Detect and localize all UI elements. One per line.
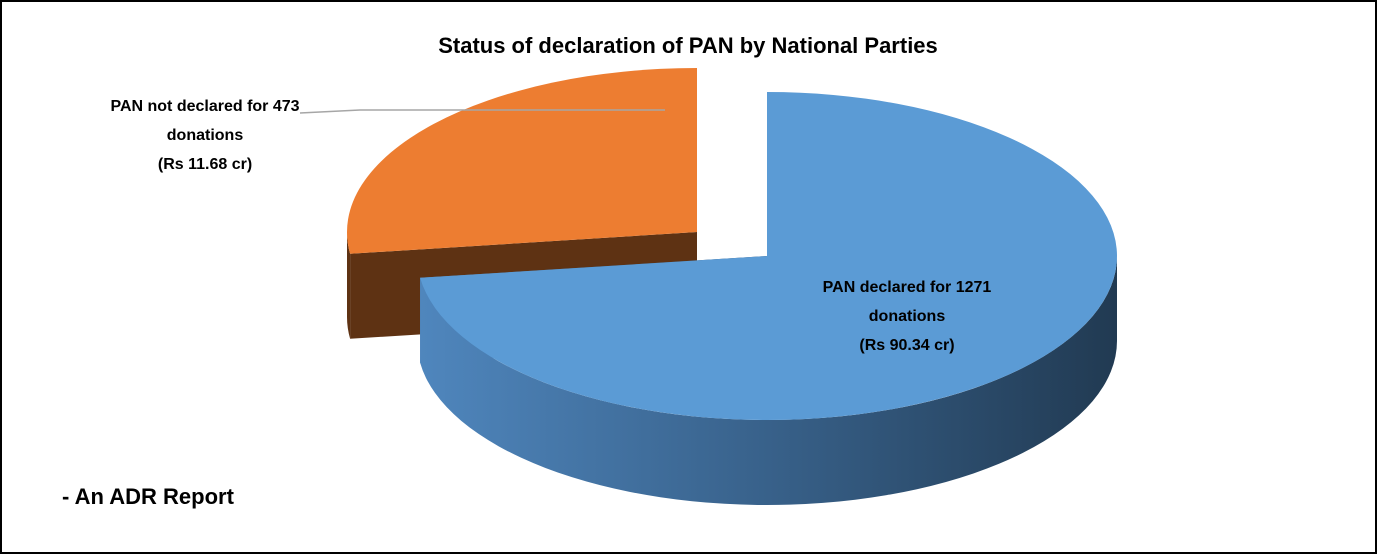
annotation: - An ADR Report xyxy=(62,484,235,509)
slice xyxy=(346,67,697,254)
data-label: PAN declared for 1271 xyxy=(823,279,992,296)
data-label: donations xyxy=(167,127,244,144)
slice-side xyxy=(420,256,1118,505)
chart-title: Status of declaration of PAN by National… xyxy=(438,33,938,58)
slice xyxy=(420,92,1118,421)
data-label: (Rs 90.34 cr) xyxy=(859,337,954,354)
slice-side xyxy=(347,232,351,339)
pie xyxy=(346,67,1118,505)
data-label: PAN not declared for 473 xyxy=(110,98,299,115)
data-label: (Rs 11.68 cr) xyxy=(158,156,252,173)
data-label: donations xyxy=(869,308,946,325)
leader-line xyxy=(299,109,665,114)
